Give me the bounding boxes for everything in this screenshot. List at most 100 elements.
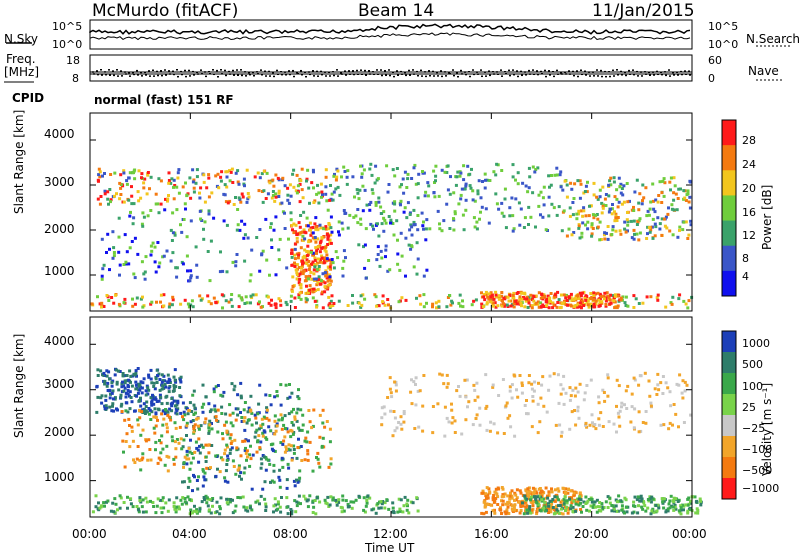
power-cell (586, 220, 590, 224)
velocity-cell (298, 428, 302, 432)
velocity-cell (405, 502, 409, 506)
velocity-cell (340, 510, 344, 514)
velocity-cell (568, 398, 572, 402)
velocity-cell (221, 432, 224, 436)
velocity-cell (168, 385, 172, 388)
velocity-cell (538, 497, 542, 501)
velocity-cell (531, 504, 535, 508)
velocity-cell (455, 389, 459, 393)
velocity-cell (138, 416, 142, 420)
velocity-cell (209, 466, 212, 470)
velocity-cell (625, 505, 629, 509)
power-cell (173, 184, 177, 187)
velocity-cell (484, 494, 488, 497)
velocity-cell (502, 432, 506, 435)
velocity-cell (639, 499, 643, 503)
nave-dot (633, 73, 635, 76)
power-cell (175, 266, 179, 270)
power-cell (308, 284, 312, 288)
velocity-colorbar-frame (721, 330, 737, 500)
velocity-cell (564, 499, 568, 503)
velocity-cell (514, 493, 518, 497)
velocity-cell (295, 478, 298, 482)
velocity-cell (161, 409, 165, 413)
power-cell (190, 299, 194, 303)
velocity-cell (275, 422, 279, 426)
velocity-cell (238, 474, 241, 478)
power-cell (434, 301, 438, 305)
velocity-cell (141, 498, 145, 502)
power-cell (671, 295, 675, 299)
velocity-cell (258, 383, 262, 387)
power-cell (315, 192, 319, 196)
velocity-cell (94, 505, 98, 509)
velocity-cell (530, 508, 534, 512)
power-cell (681, 228, 685, 232)
velocity-cell (398, 509, 402, 513)
power-cell (237, 294, 241, 298)
velocity-cell (610, 504, 614, 507)
power-cell (238, 198, 242, 201)
power-cell (484, 207, 488, 211)
power-cell (186, 269, 189, 273)
power-cell (682, 189, 686, 193)
x-tick: 00:00 (72, 527, 107, 541)
velocity-cell (264, 468, 268, 472)
velocity-cell (578, 491, 582, 495)
power-cell (220, 293, 224, 297)
power-cell (159, 179, 163, 183)
power-cell (157, 177, 161, 181)
velocity-cell (192, 473, 195, 477)
velocity-cell (118, 506, 122, 510)
power-cell (500, 211, 504, 215)
velocity-cell (223, 479, 227, 483)
power-cell (648, 207, 652, 211)
power-cell (328, 242, 332, 245)
velocity-cell (188, 450, 192, 454)
velocity-cell (644, 421, 648, 425)
power-cell (508, 294, 512, 298)
velocity-cell (593, 500, 597, 504)
velocity-cell (284, 445, 288, 449)
power-cell (369, 222, 373, 226)
power-cell (422, 274, 426, 278)
power-cell (133, 302, 137, 306)
velocity-cell (242, 471, 246, 475)
power-cell (119, 186, 123, 190)
freq-dot (568, 70, 570, 72)
power-cell (531, 191, 535, 195)
power-cell (299, 286, 303, 290)
freq-dot (428, 70, 430, 72)
power-cell (415, 272, 419, 276)
power-cell (512, 227, 516, 231)
power-ytick: 2000 (44, 222, 75, 236)
velocity-cell (354, 498, 358, 502)
power-cell (590, 225, 594, 229)
velocity-cell (218, 512, 222, 516)
velocity-cell (507, 501, 511, 505)
power-cell (289, 299, 293, 303)
power-cell (313, 265, 317, 269)
velocity-cell (138, 408, 141, 412)
freq-dot (420, 69, 422, 72)
n-sky-trace (89, 23, 691, 35)
velocity-cell (228, 413, 232, 417)
velocity-cell (616, 411, 620, 415)
power-cell (512, 291, 516, 295)
velocity-cell (107, 370, 111, 374)
power-cell (316, 183, 319, 187)
power-cell (604, 193, 608, 196)
power-cell (553, 293, 557, 297)
power-cell (610, 233, 614, 236)
velocity-cell (286, 396, 290, 400)
velocity-cell (239, 396, 243, 400)
velocity-cell (183, 413, 187, 417)
velocity-cell (182, 480, 186, 484)
velocity-cell (554, 423, 558, 427)
power-cell (183, 202, 187, 206)
freq-dot (296, 71, 298, 74)
power-cell (249, 273, 253, 277)
power-cell (519, 207, 523, 211)
freq-dot (632, 69, 634, 71)
power-cell (472, 216, 476, 220)
